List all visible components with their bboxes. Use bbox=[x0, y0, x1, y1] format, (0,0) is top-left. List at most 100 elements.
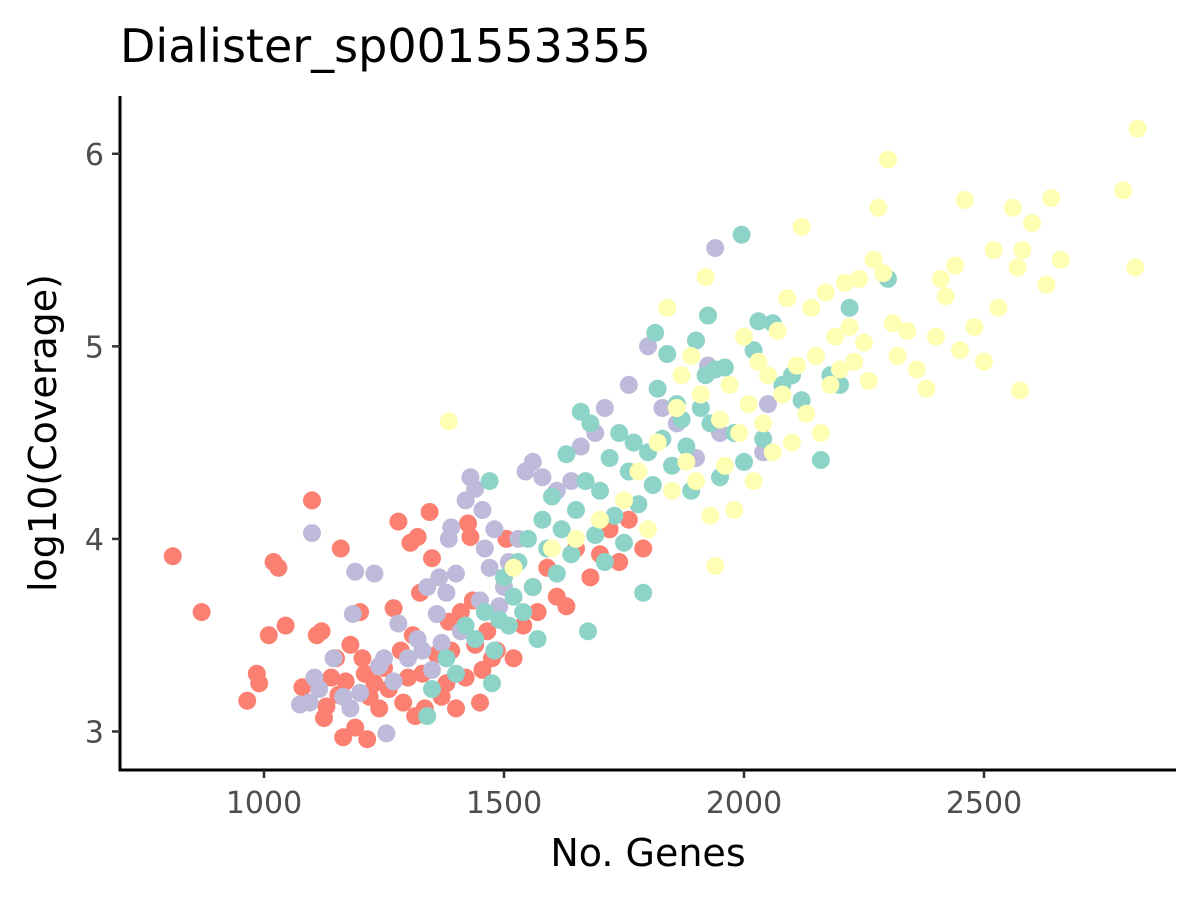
scatter-point bbox=[418, 707, 437, 726]
scatter-point bbox=[423, 680, 441, 699]
scatter-point bbox=[557, 597, 576, 616]
scatter-point bbox=[567, 501, 585, 519]
scatter-point bbox=[375, 649, 393, 668]
scatter-point bbox=[389, 512, 408, 531]
x-tick-label: 2500 bbox=[946, 786, 1022, 821]
scatter-point bbox=[739, 395, 758, 414]
x-tick-label: 1500 bbox=[466, 786, 542, 821]
scatter-point bbox=[418, 578, 437, 597]
scatter-point bbox=[802, 298, 821, 317]
scatter-point bbox=[324, 649, 343, 668]
scatter-point bbox=[346, 562, 365, 581]
scatter-point bbox=[447, 664, 465, 683]
scatter-point bbox=[595, 399, 614, 417]
scatter-point bbox=[427, 605, 446, 623]
scatter-point bbox=[787, 356, 806, 375]
scatter-point bbox=[579, 622, 597, 641]
scatter-point bbox=[1023, 214, 1041, 233]
scatter-point bbox=[898, 321, 917, 340]
scatter-point bbox=[322, 668, 341, 687]
scatter-point bbox=[336, 672, 355, 691]
scatter-point bbox=[663, 481, 681, 500]
scatter-point bbox=[610, 424, 629, 442]
scatter-point bbox=[456, 616, 475, 635]
scatter-point bbox=[715, 358, 734, 377]
y-tick-label: 5 bbox=[85, 330, 104, 365]
scatter-point bbox=[423, 549, 441, 568]
scatter-point bbox=[816, 283, 835, 302]
scatter-point bbox=[648, 379, 667, 398]
scatter-point bbox=[399, 649, 417, 668]
scatter-point bbox=[615, 491, 633, 510]
scatter-point bbox=[1126, 258, 1145, 277]
scatter-point bbox=[687, 331, 705, 350]
scatter-point bbox=[1114, 181, 1133, 200]
scatter-point bbox=[576, 472, 595, 491]
scatter-point bbox=[831, 360, 849, 379]
scatter-point bbox=[687, 472, 705, 491]
scatter-point bbox=[778, 289, 797, 308]
scatter-point bbox=[334, 728, 353, 747]
scatter-point bbox=[437, 583, 456, 602]
data-points bbox=[163, 119, 1147, 749]
scatter-point bbox=[634, 583, 653, 602]
scatter-point bbox=[346, 718, 365, 737]
scatter-point bbox=[475, 603, 494, 622]
scatter-point bbox=[975, 352, 993, 371]
scatter-point bbox=[519, 529, 537, 548]
scatter-point bbox=[442, 518, 461, 537]
scatter-point bbox=[735, 452, 753, 471]
y-axis-ticks: 3 4 5 6 bbox=[85, 138, 120, 750]
scatter-point bbox=[955, 191, 974, 209]
scatter-point bbox=[720, 375, 739, 394]
scatter-point bbox=[480, 558, 499, 577]
scatter-point bbox=[586, 526, 605, 545]
scatter-point bbox=[840, 318, 859, 337]
scatter-point bbox=[447, 564, 465, 583]
scatter-point bbox=[504, 558, 523, 577]
scatter-point bbox=[821, 375, 840, 394]
scatter-point bbox=[485, 520, 504, 539]
scatter-point bbox=[447, 699, 465, 718]
scatter-point bbox=[811, 451, 830, 469]
scatter-point bbox=[581, 414, 600, 433]
scatter-point bbox=[459, 514, 477, 533]
scatter-point bbox=[682, 347, 701, 365]
scatter-point bbox=[845, 352, 864, 371]
scatter-point bbox=[634, 539, 653, 558]
scatter-point bbox=[312, 622, 331, 641]
scatter-point bbox=[567, 529, 585, 548]
scatter-point bbox=[701, 506, 720, 525]
scatter-point bbox=[370, 699, 389, 718]
scatter-point bbox=[533, 468, 552, 487]
scatter-point bbox=[591, 481, 609, 500]
scatter-point bbox=[343, 605, 362, 623]
scatter-point bbox=[365, 674, 384, 693]
scatter-point bbox=[732, 225, 751, 244]
scatter-point bbox=[439, 412, 458, 431]
scatter-point bbox=[600, 449, 619, 467]
scatter-point bbox=[629, 462, 648, 481]
x-axis-ticks: 1000 1500 2000 2500 bbox=[226, 770, 1022, 821]
scatter-point bbox=[1051, 250, 1070, 269]
scatter-point bbox=[238, 691, 257, 710]
scatter-point bbox=[883, 314, 902, 333]
scatter-point bbox=[341, 635, 360, 654]
scatter-point bbox=[610, 553, 629, 571]
scatter-point bbox=[341, 699, 360, 718]
chart-title: Dialister_sp001553355 bbox=[120, 19, 651, 73]
scatter-point bbox=[951, 341, 969, 360]
scatter-point bbox=[639, 520, 657, 539]
scatter-point bbox=[936, 287, 955, 306]
scatter-point bbox=[250, 674, 269, 693]
scatter-point bbox=[528, 603, 547, 622]
scatter-point bbox=[1128, 119, 1147, 138]
scatter-point bbox=[483, 674, 501, 693]
scatter-point bbox=[763, 443, 782, 462]
scatter-point bbox=[711, 410, 729, 429]
scatter-point bbox=[163, 547, 182, 566]
scatter-point bbox=[648, 433, 667, 452]
scatter-point bbox=[984, 241, 1003, 260]
scatter-point bbox=[399, 668, 417, 687]
